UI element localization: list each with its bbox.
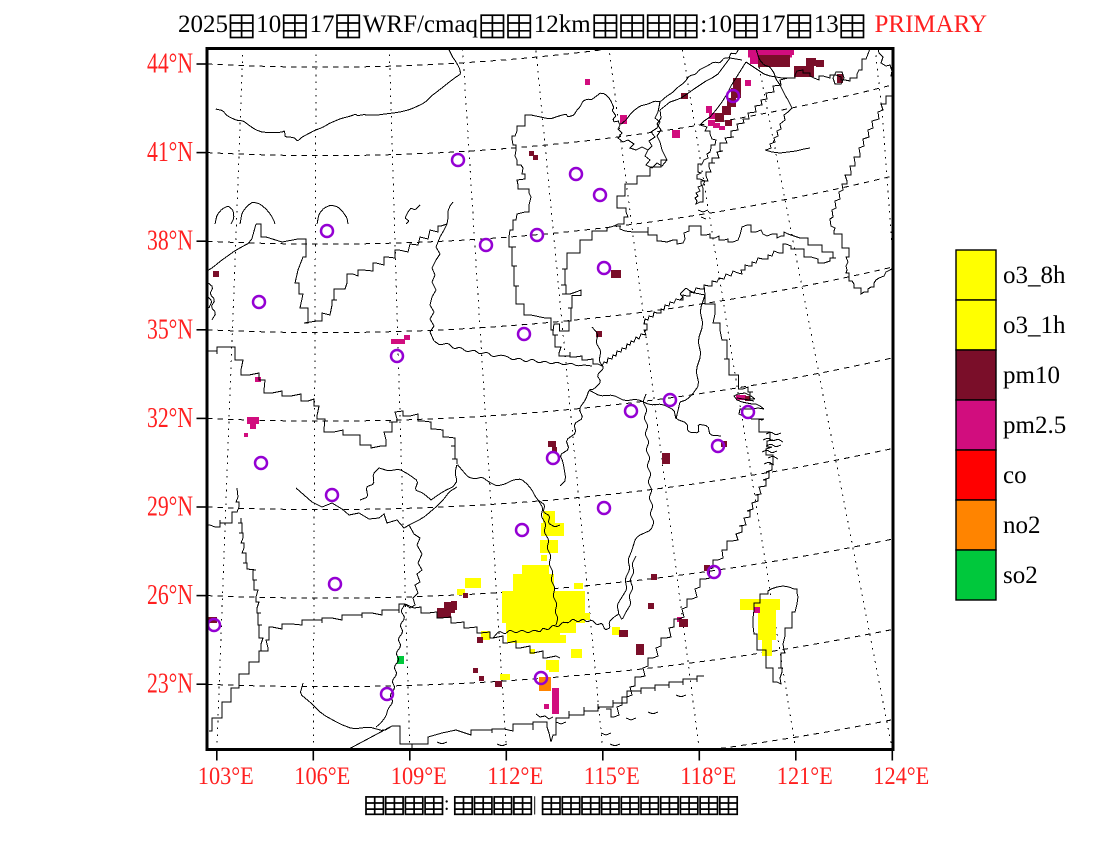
svg-text:106°E: 106°E	[294, 763, 350, 790]
svg-text:44°N: 44°N	[147, 49, 193, 80]
svg-text:no2: no2	[1003, 512, 1041, 539]
svg-text:o3_1h: o3_1h	[1003, 312, 1066, 339]
svg-text:17: 17	[310, 11, 335, 38]
svg-text:17: 17	[761, 11, 786, 38]
svg-text:PRIMARY: PRIMARY	[875, 11, 988, 38]
svg-text:38°N: 38°N	[147, 226, 193, 257]
svg-text:29°N: 29°N	[147, 492, 193, 523]
svg-text:2025: 2025	[178, 11, 228, 38]
svg-text:12km: 12km	[534, 11, 592, 38]
svg-text:103°E: 103°E	[198, 763, 254, 790]
svg-text:10: 10	[256, 11, 281, 38]
svg-text:35°N: 35°N	[147, 314, 193, 345]
svg-text:13: 13	[814, 11, 839, 38]
svg-text:co: co	[1003, 462, 1027, 489]
svg-text:124°E: 124°E	[873, 763, 929, 790]
svg-text:26°N: 26°N	[147, 580, 193, 611]
svg-text:WRF/cmaq: WRF/cmaq	[363, 11, 479, 38]
svg-text::: :	[444, 794, 454, 815]
svg-text:32°N: 32°N	[147, 403, 193, 434]
svg-text:o3_8h: o3_8h	[1003, 262, 1066, 289]
svg-text:pm10: pm10	[1003, 362, 1060, 389]
svg-text:112°E: 112°E	[487, 763, 543, 790]
svg-text:121°E: 121°E	[777, 763, 833, 790]
svg-text::10: :10	[700, 11, 732, 38]
svg-text:41°N: 41°N	[147, 137, 193, 168]
svg-text:pm2.5: pm2.5	[1003, 412, 1066, 439]
svg-text:109°E: 109°E	[391, 763, 447, 790]
svg-text:23°N: 23°N	[147, 669, 193, 700]
svg-text:115°E: 115°E	[584, 763, 640, 790]
svg-text:118°E: 118°E	[680, 763, 736, 790]
svg-text:|: |	[533, 794, 542, 815]
svg-text:so2: so2	[1003, 562, 1038, 589]
